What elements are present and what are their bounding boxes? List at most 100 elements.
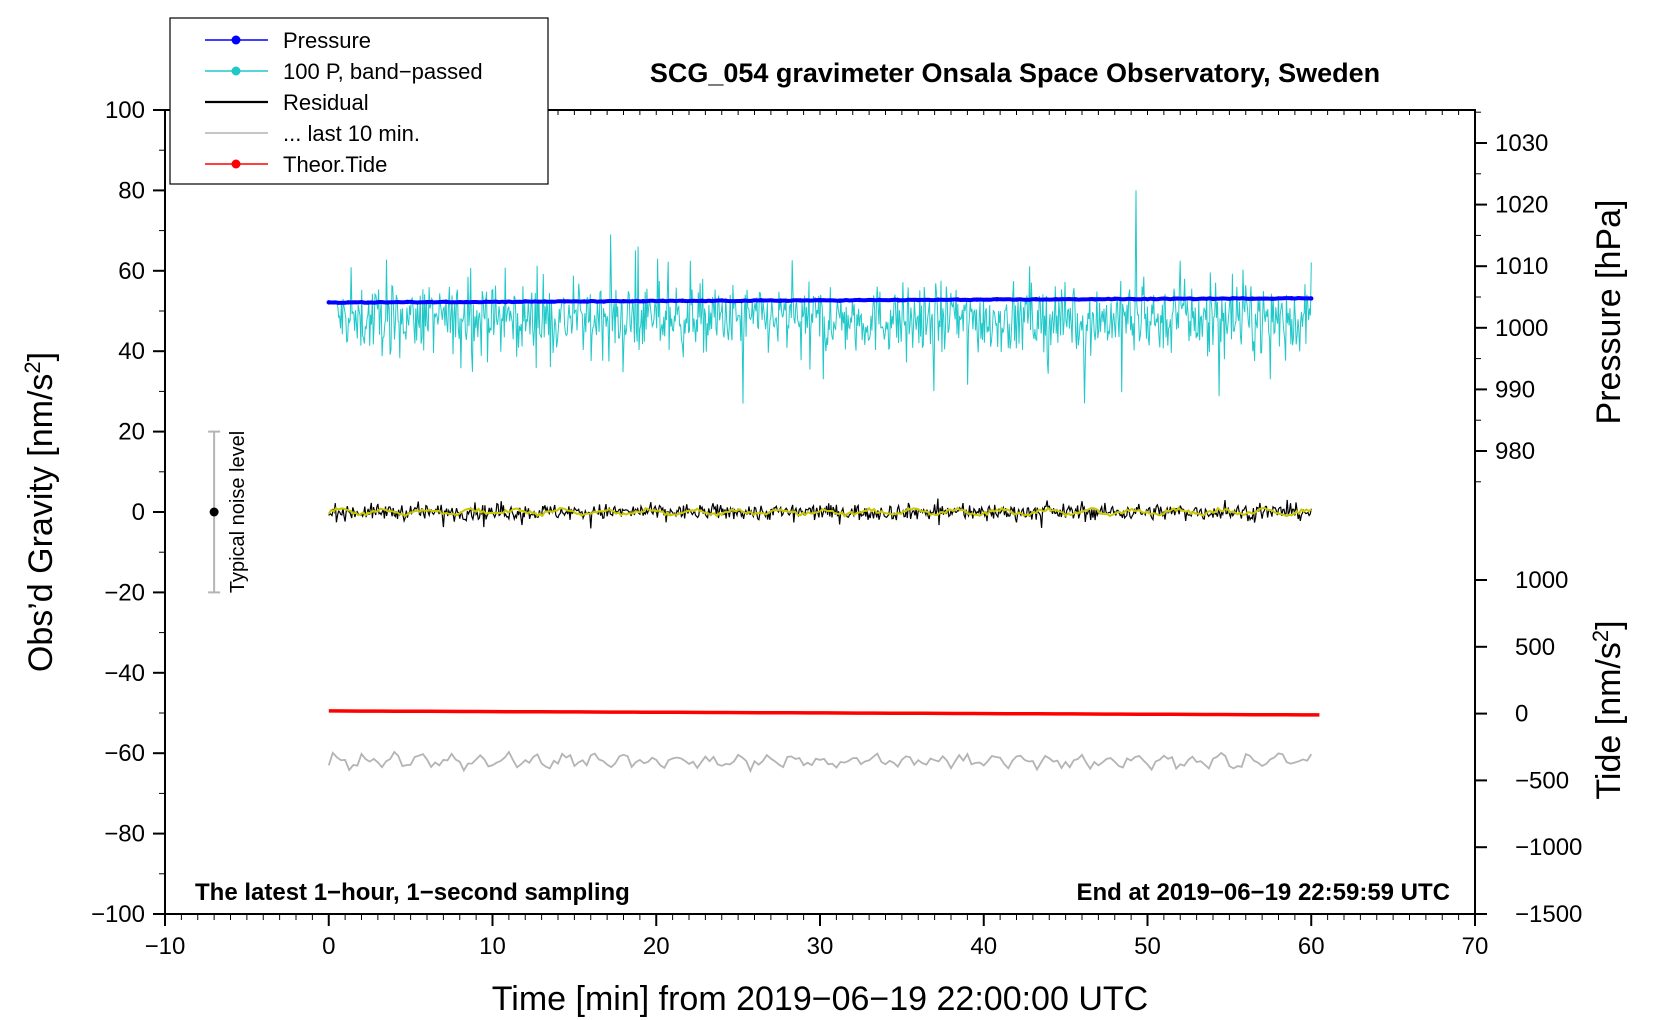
pressure-point: [464, 299, 469, 305]
pressure-point: [896, 298, 901, 303]
x-tick-label: 0: [322, 933, 335, 960]
y-tick-label: −60: [104, 740, 145, 767]
x-tick-label: 40: [970, 933, 997, 960]
series-gray-line: [327, 750, 1313, 774]
pressure-point: [365, 300, 371, 305]
y-tick-label: −20: [104, 579, 145, 606]
pressure-point: [562, 299, 567, 304]
tide-axis-title-end: ]: [1590, 620, 1628, 629]
series-smoothed-line: [327, 506, 1312, 518]
pressure-point: [1269, 296, 1275, 301]
pressure-tick-label: 1030: [1495, 130, 1548, 157]
pressure-point: [1309, 296, 1314, 301]
y-axis-title-sup: 2: [20, 361, 45, 373]
legend-label: Residual: [283, 90, 369, 115]
pressure-point: [1132, 296, 1137, 302]
pressure-point: [916, 297, 921, 303]
pressure-point: [621, 298, 626, 304]
pressure-point: [778, 298, 783, 303]
x-tick-label: 60: [1298, 933, 1325, 960]
pressure-point: [857, 297, 862, 303]
tide-axis-title-sup: 2: [1588, 630, 1613, 642]
pressure-point: [601, 299, 607, 304]
x-tick-label: 30: [807, 933, 834, 960]
pressure-point: [1112, 296, 1117, 302]
tide-tick-label: 500: [1515, 634, 1555, 661]
series-layer: [326, 190, 1320, 774]
pressure-point: [1230, 296, 1235, 301]
pressure-point: [1210, 296, 1216, 302]
y-axis-title-end: ]: [22, 352, 60, 361]
legend-label: Pressure: [283, 28, 371, 53]
pressure-point: [719, 298, 724, 303]
x-tick-label: 50: [1134, 933, 1161, 960]
pressure-point: [385, 300, 390, 305]
tide-tick-label: 0: [1515, 701, 1528, 728]
pressure-point: [739, 298, 744, 304]
legend: Pressure 100 P, band−passed Residual ... la…: [169, 17, 549, 185]
legend-label: 100 P, band−passed: [283, 59, 483, 84]
legend-swatch-marker: [231, 66, 241, 76]
annotation-left: The latest 1−hour, 1−second sampling: [195, 879, 630, 906]
legend-label: ... last 10 min.: [283, 121, 420, 146]
pressure-point: [798, 298, 803, 303]
chart-title: SCG_054 gravimeter Onsala Space Observat…: [650, 58, 1380, 88]
pressure-point: [326, 300, 331, 305]
pressure-point: [582, 299, 587, 304]
pressure-point: [444, 299, 449, 305]
legend-swatch-marker: [231, 159, 241, 169]
x-tick-label: 70: [1462, 933, 1489, 960]
x-tick-label: 10: [479, 933, 506, 960]
pressure-point: [523, 299, 528, 304]
legend-swatch-marker: [231, 35, 241, 45]
pressure-tick-label: 1000: [1495, 315, 1548, 342]
x-axis-title: Time [min] from 2019−06−19 22:00:00 UTC: [492, 980, 1148, 1018]
pressure-point: [876, 297, 882, 303]
tide-tick-label: −1000: [1515, 834, 1582, 861]
y-tick-label: 100: [105, 97, 145, 124]
series-bandpassed-line: [336, 190, 1312, 404]
pressure-point: [680, 298, 685, 303]
x-tick-label: 20: [643, 933, 670, 960]
pressure-axis-title: Pressure [hPa]: [1590, 200, 1628, 425]
pressure-point: [935, 297, 941, 302]
pressure-tick-label: 980: [1495, 438, 1535, 465]
pressure-point: [1191, 296, 1196, 302]
pressure-tick-label: 990: [1495, 376, 1535, 403]
tide-tick-label: −500: [1515, 767, 1569, 794]
pressure-point: [1171, 296, 1176, 301]
pressure-point: [1033, 297, 1039, 302]
pressure-point: [483, 299, 489, 304]
tide-tick-label: 1000: [1515, 567, 1568, 594]
pressure-point: [1053, 296, 1059, 302]
series-tide-line: [328, 709, 1320, 717]
noise-level-label: Typical noise level: [227, 431, 249, 593]
pressure-point: [424, 299, 430, 305]
pressure-point: [346, 300, 351, 305]
y-tick-label: 80: [118, 177, 145, 204]
pressure-point: [542, 299, 548, 304]
legend-label: Theor.Tide: [283, 152, 387, 177]
tide-tick-label: −1500: [1515, 901, 1582, 928]
y-tick-label: −40: [104, 660, 145, 687]
pressure-point: [1092, 297, 1098, 302]
y-tick-label: 60: [118, 258, 145, 285]
pressure-point: [817, 297, 823, 303]
y-axis-title-text: Obs’d Gravity [nm/s: [22, 374, 60, 673]
noise-level-bar: [208, 430, 221, 594]
y-axis-pressure: 1030 1020 1010 1000 990 980: [1475, 130, 1548, 465]
annotation-right: End at 2019−06−19 22:59:59 UTC: [1076, 879, 1450, 906]
y-tick-label: 20: [118, 419, 145, 446]
y-axis-title: Obs’d Gravity [nm/s2]: [20, 352, 60, 672]
pressure-point: [955, 297, 960, 302]
pressure-point: [758, 298, 764, 303]
pressure-tick-label: 1020: [1495, 192, 1548, 219]
pressure-point: [699, 298, 705, 303]
pressure-point: [994, 297, 1000, 302]
pressure-tick-label: 1010: [1495, 253, 1548, 280]
pressure-point: [1151, 296, 1157, 302]
y-tick-label: −80: [104, 821, 145, 848]
tide-axis-title: Tide [nm/s2]: [1588, 620, 1628, 799]
tide-axis-title-text: Tide [nm/s: [1590, 642, 1628, 799]
y-axis-tide: 1000 500 0 −500 −1000 −1500: [1475, 567, 1582, 928]
